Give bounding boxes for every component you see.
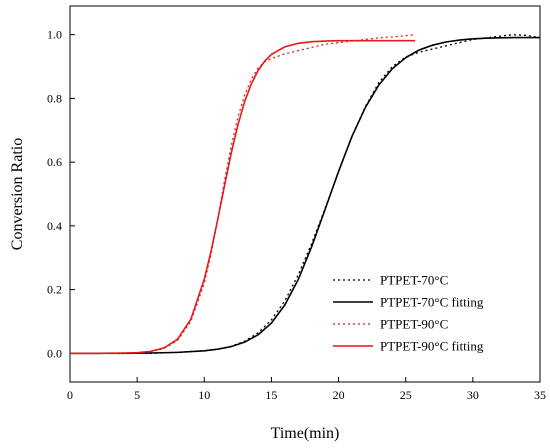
legend-label: PTPET-90°C fitting [380,339,484,354]
x-tick-label: 10 [198,388,210,402]
series-line-3 [70,39,416,355]
y-tick-label: 0.2 [47,283,62,297]
y-tick-label: 0.6 [47,155,62,169]
y-tick-label: 0.0 [47,346,62,360]
x-tick-label: 35 [534,388,546,402]
series-lines [70,34,541,355]
x-tick-label: 20 [333,388,345,402]
y-tick-label: 1.0 [47,28,62,42]
plot-frame [69,5,541,383]
series-line-2 [70,34,416,354]
x-tick-label: 25 [400,388,412,402]
y-axis-title: Conversion Ratio [9,138,26,250]
x-tick-label: 5 [134,388,140,402]
legend-label: PTPET-90°C [380,317,448,332]
x-tick-label: 0 [67,388,73,402]
x-axis-title: Time(min) [271,425,340,442]
series-line-1 [70,36,540,355]
y-tick-label: 0.4 [47,219,62,233]
legend-label: PTPET-70°C fitting [380,295,484,310]
legend-label: PTPET-70°C [380,273,448,288]
x-tick-label: 15 [265,388,277,402]
legend: PTPET-70°C PTPET-70°C fitting PTPET-90°C PT… [333,273,484,354]
axis-ticks: 0 5 10 15 20 25 30 35 0.0 0.2 0.4 0.6 0.8 1.0 [47,28,546,402]
y-tick-label: 0.8 [47,91,62,105]
x-tick-label: 30 [467,388,479,402]
